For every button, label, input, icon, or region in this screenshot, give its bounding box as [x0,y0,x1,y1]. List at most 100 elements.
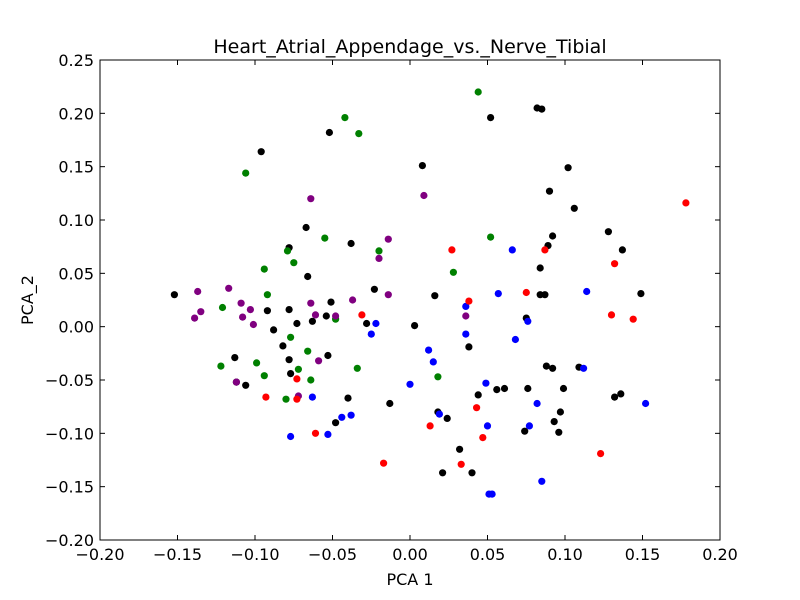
data-point [367,330,375,338]
data-point [287,370,295,378]
data-point [448,246,456,254]
data-point [538,105,546,113]
y-tick-label: −0.05 [45,371,94,390]
data-point [431,292,439,300]
x-axis-label: PCA 1 [386,570,433,589]
data-point [439,469,447,477]
data-point [191,314,199,322]
data-point [384,291,392,299]
data-point [508,246,516,254]
data-point [242,381,250,389]
data-point [521,427,529,435]
data-point [308,393,316,401]
data-point [479,434,487,442]
data-point [372,319,380,328]
data-point [338,413,346,421]
data-point [375,247,383,255]
data-point [682,199,690,207]
data-point [483,422,492,430]
data-point [583,287,591,296]
x-tick-label: −0.05 [308,545,357,564]
y-axis-label: PCA_2 [18,275,38,325]
data-point [474,88,482,96]
data-point [384,235,392,243]
data-point [322,312,330,320]
data-point [347,239,355,248]
data-point [321,234,329,242]
data-point [311,429,320,437]
x-tick-label: 0.10 [547,545,583,564]
data-point [549,364,557,372]
data-point [493,386,501,394]
data-point [642,399,650,408]
data-point [637,290,645,298]
x-tick-labels: −0.20 −0.15 −0.10 −0.05 0.00 0.05 0.10 0.15 0.20 [75,545,737,564]
data-point [347,411,355,419]
data-point [237,299,245,307]
y-tick-label: 0.20 [58,104,94,123]
data-point [370,285,378,293]
data-point [465,343,473,351]
data-point [494,290,502,298]
data-point [353,364,361,372]
data-point [307,195,315,203]
data-point [315,357,323,365]
data-point [462,330,470,338]
data-point [550,418,558,426]
y-tick-label: −0.15 [45,478,94,497]
data-point [487,233,495,241]
data-point [580,364,588,372]
data-point [462,312,470,320]
data-point [285,356,293,364]
data-point [542,362,551,370]
data-point [304,347,312,355]
data-point [283,247,292,255]
data-point [500,384,509,393]
data-point [290,259,298,267]
data-point [549,232,557,240]
data-point [434,373,442,381]
data-point [358,311,366,319]
data-point [524,384,532,393]
data-point [325,128,333,137]
data-point [249,320,257,329]
data-point [231,354,239,362]
data-point [522,288,530,297]
data-point [556,408,565,416]
data-point [456,445,464,453]
data-point [541,246,549,254]
data-point [287,432,295,441]
data-point [257,148,265,156]
data-point [293,395,301,403]
data-point [302,223,310,232]
data-point [349,296,357,304]
plot-area [100,60,720,540]
data-point [341,114,349,122]
data-point [607,311,616,319]
data-point [380,459,388,467]
data-point [465,297,473,305]
data-point [344,394,352,402]
x-tick-label: −0.10 [230,545,279,564]
data-point [293,319,301,328]
x-tick-label: 0.05 [470,545,506,564]
data-point [435,410,443,418]
data-point [332,419,340,427]
data-point [294,365,302,373]
data-point [559,384,568,393]
data-point [308,317,316,325]
data-point [525,422,534,430]
data-point [597,450,605,458]
x-tick-label: −0.15 [153,545,202,564]
data-point [363,319,371,328]
data-point [538,477,546,485]
data-point [279,342,287,350]
x-tick-label: 0.20 [702,545,738,564]
y-tick-label: 0.15 [58,158,94,177]
data-point [263,291,271,299]
data-point [324,430,332,438]
data-point [242,169,250,177]
data-point [617,390,625,398]
y-tick-label: 0.00 [58,318,94,337]
